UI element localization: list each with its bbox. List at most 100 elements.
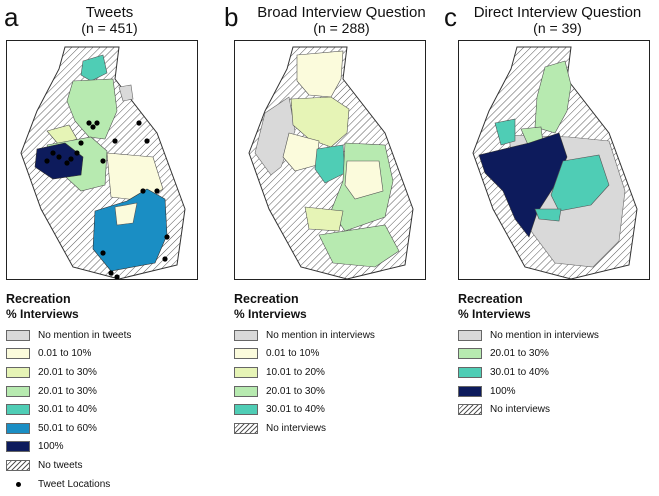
legend-label: 0.01 to 10%: [266, 348, 320, 360]
zone-teal-north: [80, 54, 108, 82]
legend-item: No interviews: [234, 419, 375, 438]
panel-c: c Direct Interview Question (n = 39) Rec…: [440, 0, 659, 496]
zone-cream-inlet: [114, 202, 138, 226]
legend-item: 20.01 to 30%: [6, 363, 131, 382]
zone-light-green: [534, 60, 572, 134]
zone-light-green: [66, 78, 118, 140]
zone-no-mention: [118, 84, 134, 102]
legend-label: 100%: [490, 385, 516, 397]
legend-label: 100%: [38, 441, 64, 453]
legend-item: No mention in interviews: [234, 326, 375, 345]
panel-title: Direct Interview Question: [473, 4, 642, 21]
zone-pale-green: [290, 96, 350, 148]
legend-item: No mention in interviews: [458, 326, 599, 345]
legend-swatch: [458, 329, 482, 341]
legend-label: No interviews: [490, 404, 551, 416]
legend-swatch: [234, 404, 258, 416]
zone-teal-east: [550, 154, 610, 212]
legend-item: 100%: [6, 438, 131, 457]
panel-b: b Broad Interview Question (n = 288) Rec…: [220, 0, 439, 496]
legend-item: 30.01 to 40%: [458, 363, 599, 382]
legend-title: Recreation: [6, 292, 71, 306]
legend-swatch: [6, 404, 30, 416]
legend-subtitle: % Interviews: [234, 307, 307, 321]
legend-swatch: [234, 366, 258, 378]
legend-swatch: [458, 385, 482, 397]
legend-item: 100%: [458, 382, 599, 401]
legend-swatch: [458, 404, 482, 416]
panel-letter: c: [444, 2, 457, 32]
legend-swatch: [6, 385, 30, 397]
tweet-points: [44, 120, 170, 279]
legend-item: 50.01 to 60%: [6, 419, 131, 438]
legend-item: No mention in tweets: [6, 326, 131, 345]
legend: Recreation % Interviews No mention in tw…: [6, 292, 131, 493]
legend-item: No interviews: [458, 400, 599, 419]
legend-item: 30.01 to 40%: [6, 400, 131, 419]
tweet-dot-icon: [16, 481, 21, 487]
panel-title: Tweets: [85, 4, 134, 21]
legend-item: 30.01 to 40%: [234, 400, 375, 419]
zone-pale-south: [304, 206, 344, 232]
legend-swatch: [234, 422, 258, 434]
map-frame: [6, 40, 198, 280]
panel-count: (n = 451): [81, 20, 138, 36]
panel-letter: a: [4, 2, 19, 32]
legend-swatch: [234, 348, 258, 360]
legend-title: Recreation: [458, 292, 523, 306]
legend-subtitle: % Interviews: [458, 307, 531, 321]
legend: Recreation % Interviews No mention in in…: [458, 292, 599, 419]
legend-label: No mention in tweets: [38, 329, 132, 341]
legend-label: 30.01 to 40%: [266, 404, 325, 416]
legend-label: 20.01 to 30%: [490, 348, 549, 360]
legend-swatch: [6, 422, 30, 434]
panel-count: (n = 288): [313, 20, 370, 36]
legend-label: 0.01 to 10%: [38, 348, 92, 360]
legend-label: 10.01 to 20%: [266, 366, 325, 378]
legend-label: No tweets: [38, 459, 83, 471]
legend-subtitle: % Interviews: [6, 307, 79, 321]
legend-item: 20.01 to 30%: [234, 382, 375, 401]
legend-label: No interviews: [266, 422, 327, 434]
park-map: [472, 46, 638, 279]
park-map: [248, 46, 414, 279]
zone-navy: [34, 142, 84, 180]
legend-label: 30.01 to 40%: [490, 366, 549, 378]
legend-label: 50.01 to 60%: [38, 422, 97, 434]
panel-title: Broad Interview Question: [257, 4, 426, 21]
legend-swatch: [6, 366, 30, 378]
legend-item: 20.01 to 30%: [458, 345, 599, 364]
legend-label: No mention in interviews: [266, 329, 375, 341]
legend-title: Recreation: [234, 292, 299, 306]
zone-teal: [314, 144, 346, 184]
legend-swatch: [234, 329, 258, 341]
park-map: [20, 46, 186, 279]
zone-green-south: [318, 224, 400, 268]
panel-a: a Tweets (n = 451): [0, 0, 219, 496]
legend-label: 20.01 to 30%: [38, 366, 97, 378]
zone-pale-green: [46, 124, 78, 146]
legend-label: Tweet Locations: [38, 478, 111, 490]
zone-teal-west: [494, 118, 516, 146]
legend-swatch: [458, 348, 482, 360]
legend-swatch: [234, 385, 258, 397]
legend-label: 30.01 to 40%: [38, 404, 97, 416]
legend-item: No tweets: [6, 456, 131, 475]
zone-cream-mid: [282, 132, 320, 172]
zone-teal-tail: [534, 208, 562, 222]
map-frame: [234, 40, 426, 280]
legend-label: No mention in interviews: [490, 329, 599, 341]
legend-item: 0.01 to 10%: [234, 345, 375, 364]
legend-item: Tweet Locations: [6, 475, 131, 494]
panel-letter: b: [224, 2, 239, 32]
legend-swatch: [6, 441, 30, 453]
legend-item: 10.01 to 20%: [234, 363, 375, 382]
legend-item: 20.01 to 30%: [6, 382, 131, 401]
legend: Recreation % Interviews No mention in in…: [234, 292, 375, 438]
zone-cream-east: [344, 160, 384, 200]
legend-swatch: [458, 366, 482, 378]
map-frame: [458, 40, 650, 280]
legend-label: 20.01 to 30%: [266, 385, 325, 397]
legend-item: 0.01 to 10%: [6, 345, 131, 364]
legend-swatch: [6, 348, 30, 360]
